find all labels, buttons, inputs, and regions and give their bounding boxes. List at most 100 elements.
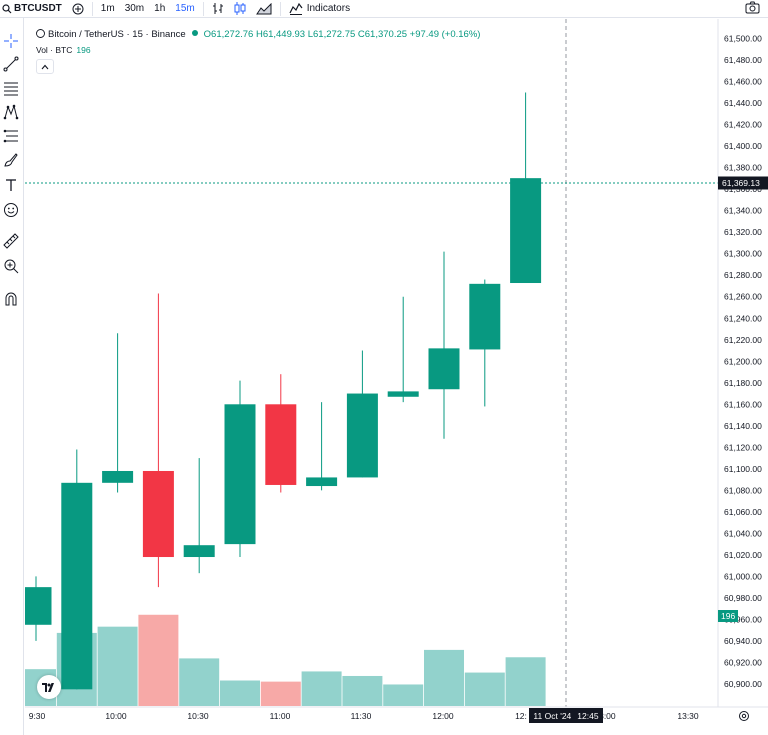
volume-legend: Vol · BTC 196 [36, 45, 91, 55]
volume-bar [424, 649, 464, 706]
trend-line-icon [3, 56, 19, 72]
zoom-tool[interactable] [2, 257, 20, 275]
price-tick-label: 61,020.00 [724, 550, 762, 560]
compare-symbol-button[interactable] [67, 0, 89, 18]
candles-style-button[interactable] [229, 0, 251, 18]
crosshair-time-badge: 11 Oct '24 12:45 [529, 708, 603, 723]
legend-change: +97.49 (+0.16%) [409, 29, 481, 40]
collapse-legend-button[interactable] [36, 59, 54, 74]
legend-open: O61,272.76 [203, 29, 254, 40]
price-tick-label: 61,260.00 [724, 292, 762, 302]
pattern-icon [3, 104, 19, 120]
candle-body [102, 470, 134, 483]
ruler-icon [3, 233, 19, 249]
candle-body [346, 393, 378, 478]
time-tick-label: 12:00 [432, 711, 454, 721]
fib-lines-icon [4, 82, 18, 96]
legend-low: L61,272.75 [307, 29, 356, 40]
price-tick-label: 60,960.00 [724, 614, 762, 624]
volume-bar [138, 614, 179, 706]
symbol-search-button[interactable]: BTCUSDT [0, 0, 67, 18]
top-toolbar: BTCUSDT 1m 30m 1h 15m Indicators [0, 0, 768, 18]
timeframe-30m[interactable]: 30m [124, 3, 145, 14]
chevron-up-icon [41, 64, 49, 69]
zoom-in-icon [4, 259, 19, 274]
volume-bar [301, 671, 342, 706]
volume-bar [179, 658, 220, 706]
symbol-label: BTCUSDT [14, 3, 62, 14]
magnet-tool[interactable] [2, 290, 20, 308]
timeframe-1m[interactable]: 1m [100, 3, 115, 14]
price-tick-label: 60,920.00 [724, 657, 762, 667]
tradingview-logo[interactable] [37, 675, 61, 699]
brush-tool[interactable] [2, 151, 20, 169]
price-tick-label: 61,460.00 [724, 77, 762, 87]
price-chart[interactable]: 60,900.00 60,920.00 60,940.00 60,960.00 60,9… [25, 19, 768, 735]
candle-body [469, 283, 501, 350]
toolbar-divider [91, 1, 93, 16]
time-tick-label: 12: [515, 711, 527, 721]
volume-axis-label: 196 [721, 611, 735, 621]
volume-bar [464, 672, 505, 706]
toolbar-divider [202, 1, 204, 16]
price-tick-label: 61,160.00 [724, 399, 762, 409]
volume-bar [97, 626, 138, 706]
price-tick-label: 61,240.00 [724, 313, 762, 323]
time-tick-label: 13:30 [677, 711, 699, 721]
volume-label: Vol · BTC [36, 45, 73, 55]
area-style-button[interactable] [251, 0, 277, 18]
pattern-tool[interactable] [2, 103, 20, 121]
trend-line-tool[interactable] [2, 55, 20, 73]
candle-body [387, 391, 419, 397]
price-tick-label: 61,420.00 [724, 120, 762, 130]
drawing-toolbar [0, 18, 24, 735]
crosshair-time: 12:45 [577, 710, 599, 721]
forecast-tool[interactable] [2, 127, 20, 145]
emoji-tool[interactable] [2, 201, 20, 219]
projection-icon [3, 129, 18, 143]
time-tick-label: 10:00 [105, 711, 127, 721]
magnet-icon [5, 292, 17, 306]
chart-settings-button[interactable] [738, 709, 750, 727]
price-tick-label: 61,380.00 [724, 163, 762, 173]
volume-value: 196 [76, 45, 91, 55]
candle-body [428, 348, 460, 390]
indicators-label: Indicators [306, 3, 351, 14]
search-icon [2, 3, 12, 13]
candle-body [306, 477, 338, 487]
symbol-legend: Bitcoin / TetherUS · 15 · Binance O61,272… [36, 29, 480, 41]
indicators-button[interactable]: Indicators [284, 0, 355, 18]
price-tick-label: 61,480.00 [724, 55, 762, 65]
plus-circle-icon [72, 3, 84, 14]
timeframe-15m[interactable]: 15m [175, 3, 195, 14]
symbol-title: Bitcoin / TetherUS · 15 · Binance [48, 29, 186, 40]
candles-icon [234, 2, 246, 15]
volume-bar [505, 657, 546, 706]
price-tick-label: 61,080.00 [724, 485, 762, 495]
text-tool[interactable] [2, 176, 20, 194]
volume-bar [220, 680, 260, 706]
price-tick-label: 60,900.00 [724, 679, 762, 689]
price-tick-label: 61,100.00 [724, 464, 762, 474]
legend-close: C61,370.25 [357, 29, 408, 40]
price-tick-label: 60,940.00 [724, 636, 762, 646]
crosshair-tool[interactable] [2, 32, 20, 50]
price-tick-label: 61,280.00 [724, 270, 762, 280]
horizontal-lines-tool[interactable] [2, 79, 20, 97]
price-tick-label: 61,120.00 [724, 442, 762, 452]
volume-value-badge [718, 610, 738, 622]
bar-style-button[interactable] [207, 0, 229, 18]
volume-bar [260, 681, 301, 706]
volume-bar [383, 684, 424, 706]
candle-body [142, 470, 174, 558]
price-tick-label: 60,980.00 [724, 593, 762, 603]
price-tick-label: 61,400.00 [724, 141, 762, 151]
price-tick-label: 61,320.00 [724, 227, 762, 237]
measure-tool[interactable] [2, 232, 20, 250]
candle-body [183, 545, 215, 558]
timeframe-1h[interactable]: 1h [154, 3, 166, 14]
candle-body [265, 404, 297, 485]
price-tick-label: 61,040.00 [724, 528, 762, 538]
price-tick-label: 61,340.00 [724, 206, 762, 216]
screenshot-button[interactable] [745, 1, 760, 17]
